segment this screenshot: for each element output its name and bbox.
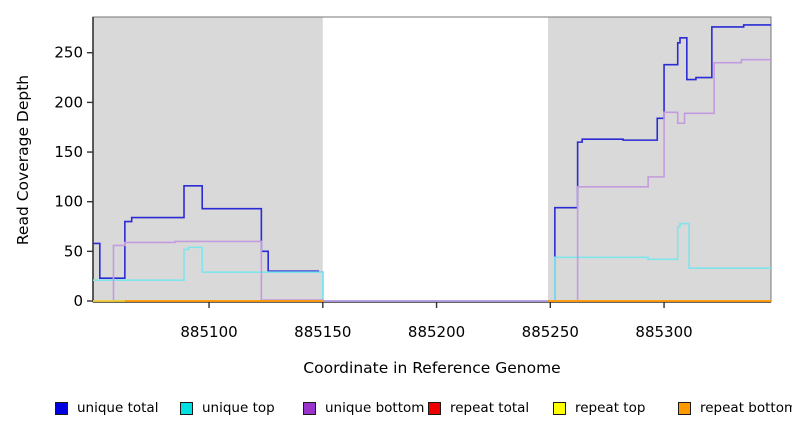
x-tick-label: 885100	[180, 323, 237, 341]
y-tick-label: 150	[54, 143, 83, 161]
legend-label: unique bottom	[325, 400, 425, 416]
legend-label: repeat bottom	[700, 400, 792, 416]
legend-label: repeat total	[450, 400, 530, 416]
plot-frame	[92, 16, 772, 303]
repeat-top-swatch-icon	[553, 401, 566, 415]
legend-label: unique total	[77, 400, 159, 416]
legend-item-repeat-top: repeat top	[553, 397, 645, 419]
repeat-bottom-swatch-icon	[678, 401, 691, 415]
x-tick-label: 885150	[294, 323, 351, 341]
x-tick-label: 885300	[635, 323, 692, 341]
shaded-coverage-regions	[93, 17, 771, 302]
unique-bottom-swatch-icon	[303, 401, 316, 415]
legend-item-unique-top: unique top	[180, 397, 275, 419]
series-line-unique-bottom	[93, 58, 771, 302]
unique-top-swatch-icon	[180, 401, 193, 415]
y-tick-label: 200	[54, 93, 83, 111]
series-line-unique-top	[93, 222, 771, 302]
y-tick-label: 0	[73, 292, 83, 310]
axes: 885100 885150 885200 885250 885300 0 50 100 150 2…	[54, 44, 692, 341]
y-tick-label: 250	[54, 44, 83, 62]
x-tick-label: 885200	[408, 323, 465, 341]
y-tick-label: 50	[64, 242, 83, 260]
legend-label: repeat top	[575, 400, 646, 416]
shaded-band	[93, 17, 323, 302]
legend-label: unique top	[202, 400, 275, 416]
series-lines	[93, 24, 771, 302]
legend-item-unique-bottom: unique bottom	[303, 397, 424, 419]
legend-item-repeat-bottom: repeat bottom	[678, 397, 792, 419]
coverage-chart: 885100 885150 885200 885250 885300 0 50 100 150 2…	[14, 16, 772, 377]
repeat-total-swatch-icon	[428, 401, 441, 415]
legend: unique total unique top unique bottom re…	[0, 397, 792, 423]
x-tick-label: 885250	[522, 323, 579, 341]
y-axis-title: Read Coverage Depth	[14, 75, 32, 245]
legend-item-repeat-total: repeat total	[428, 397, 529, 419]
x-axis-title: Coordinate in Reference Genome	[303, 359, 560, 377]
y-tick-label: 100	[54, 193, 83, 211]
legend-item-unique-total: unique total	[55, 397, 158, 419]
unique-total-swatch-icon	[55, 401, 68, 415]
shaded-band	[548, 17, 771, 302]
series-line-unique-total	[93, 24, 771, 302]
